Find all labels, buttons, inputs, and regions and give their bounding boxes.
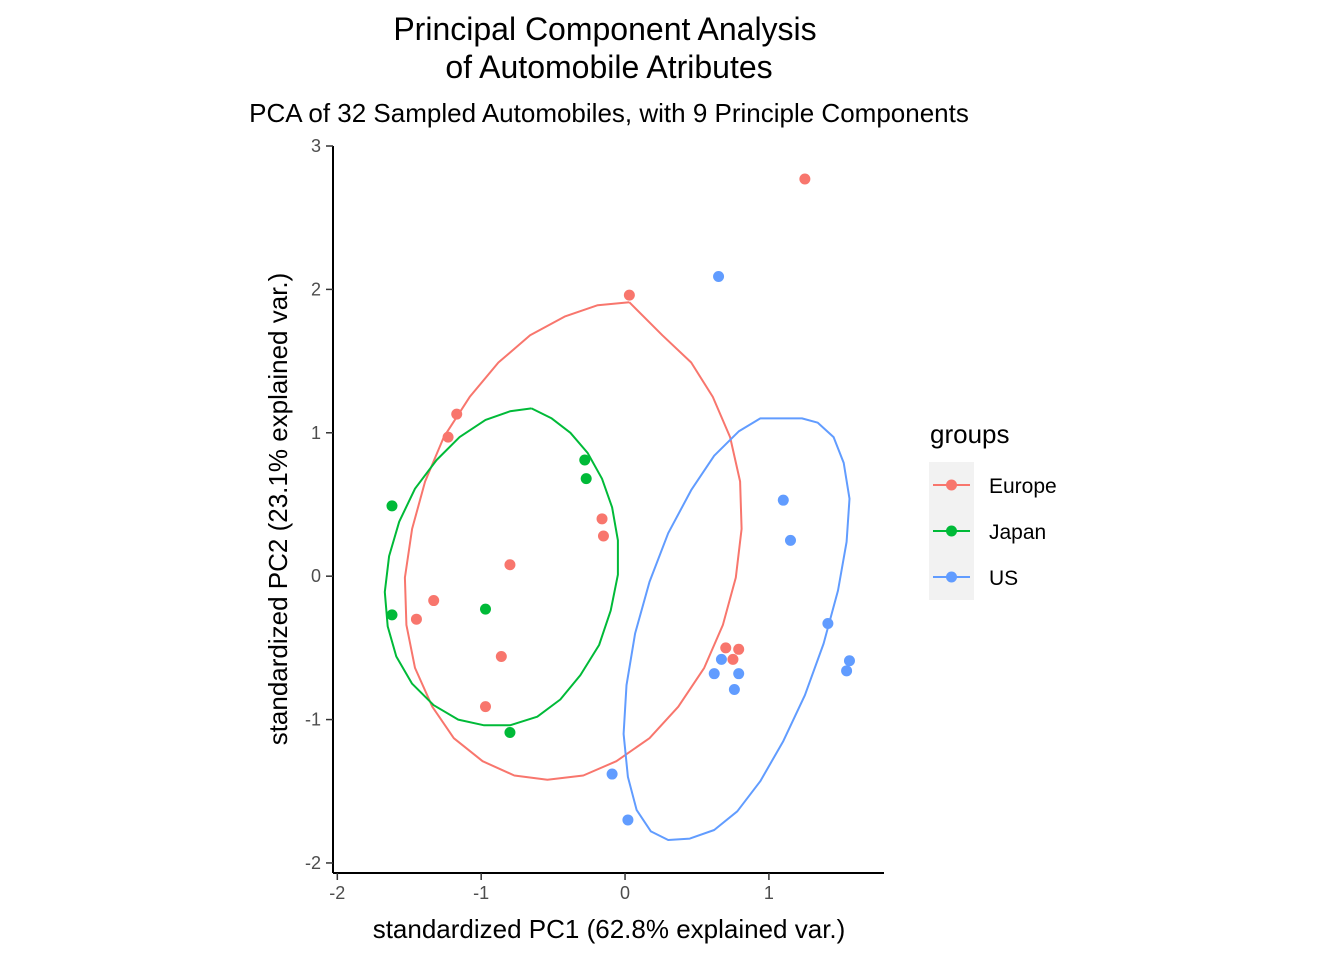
x-tick-label: -1 (473, 883, 489, 903)
ellipse-japan (383, 407, 619, 727)
x-tick-label: -2 (329, 883, 345, 903)
y-tick-label: 1 (311, 423, 321, 443)
legend-label-us: US (989, 567, 1018, 590)
legend-key-point-japan (946, 525, 957, 537)
x-tick-label: 1 (764, 883, 774, 903)
point-europe (733, 643, 745, 655)
x-axis-ticks: -2 -1 0 1 (329, 873, 774, 903)
point-europe (410, 613, 422, 625)
point-europe (799, 173, 811, 185)
legend-key-point-us (946, 571, 957, 583)
point-europe (442, 431, 454, 443)
y-tick-label: 3 (311, 136, 321, 156)
point-us (622, 814, 634, 826)
legend-title: groups (930, 419, 1010, 449)
point-europe (495, 650, 507, 662)
point-europe (479, 701, 491, 713)
point-us (777, 494, 789, 506)
legend-label-japan: Japan (989, 521, 1046, 544)
point-us (733, 668, 745, 680)
point-europe (623, 289, 635, 301)
point-japan (579, 454, 591, 466)
point-us (841, 665, 853, 677)
y-axis-ticks: -2 -1 0 1 2 3 (305, 136, 333, 873)
point-us (822, 617, 834, 629)
point-us (715, 653, 727, 665)
ellipse-us (622, 417, 851, 841)
point-europe (597, 530, 609, 542)
point-europe (428, 595, 440, 607)
legend-label-europe: Europe (989, 475, 1057, 498)
point-europe (504, 559, 516, 571)
point-japan (386, 500, 398, 512)
point-us (843, 655, 855, 667)
point-japan (504, 726, 516, 738)
x-tick-label: 0 (620, 883, 630, 903)
legend-items: Europe Japan US (933, 475, 1057, 590)
y-axis-title: standardized PC2 (23.1% explained var.) (263, 273, 293, 746)
point-japan (580, 473, 592, 485)
point-us (606, 768, 618, 780)
y-tick-label: -1 (305, 710, 321, 730)
point-us (708, 668, 720, 680)
point-europe (596, 513, 608, 525)
points-layer (386, 173, 855, 826)
point-us (784, 534, 796, 546)
point-europe (451, 408, 463, 420)
x-axis-title: standardized PC1 (62.8% explained var.) (373, 914, 846, 944)
chart-title-line-2: of Automobile Atributes (445, 49, 772, 85)
point-us (728, 683, 740, 695)
point-japan (479, 603, 491, 615)
y-tick-label: -2 (305, 853, 321, 873)
point-europe (727, 653, 739, 665)
y-tick-label: 2 (311, 279, 321, 299)
y-tick-label: 0 (311, 566, 321, 586)
point-us (713, 270, 725, 282)
legend-key-point-europe (946, 479, 957, 491)
point-europe (720, 642, 732, 654)
legend: groups Europe Japan US (929, 419, 1057, 600)
plot-area (383, 173, 855, 841)
point-japan (386, 609, 398, 621)
chart-title-line-1: Principal Component Analysis (393, 11, 816, 47)
chart-subtitle: PCA of 32 Sampled Automobiles, with 9 Pr… (249, 98, 969, 128)
ellipses-layer (383, 301, 851, 841)
ellipse-europe (403, 301, 743, 781)
